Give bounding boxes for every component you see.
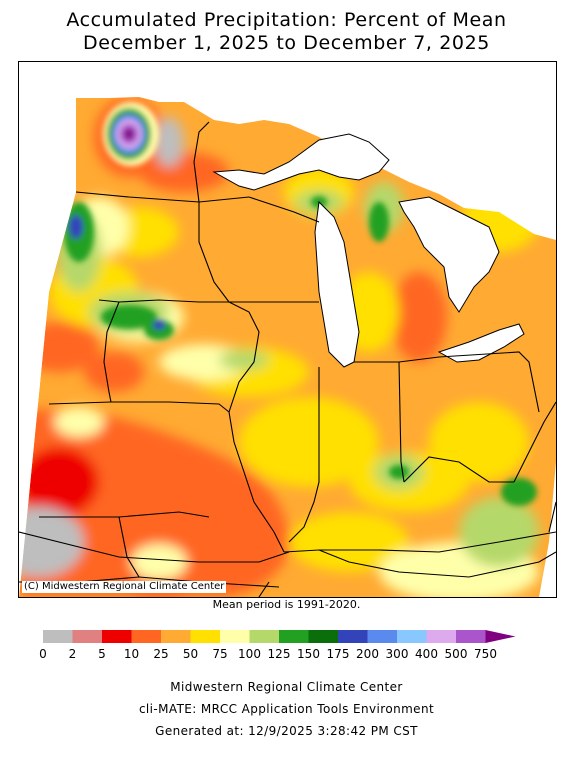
footer-app: cli-MATE: MRCC Application Tools Environ…	[138, 702, 435, 716]
legend-label: 500	[445, 647, 468, 661]
lake-shorelines	[212, 133, 525, 368]
legend-swatch	[367, 630, 397, 643]
legend-label: 75	[212, 647, 227, 661]
map-subtitle: December 1, 2025 to December 7, 2025	[83, 32, 490, 54]
legend-swatch	[426, 630, 456, 643]
outside-area	[19, 62, 556, 597]
legend-swatch	[131, 630, 161, 643]
legend-swatch	[456, 630, 486, 643]
precipitation-map	[18, 61, 557, 598]
legend-label: 2	[69, 647, 77, 661]
legend-label: 5	[98, 647, 106, 661]
legend-label: 400	[415, 647, 438, 661]
legend-label: 300	[386, 647, 409, 661]
map-title: Accumulated Precipitation: Percent of Me…	[66, 9, 507, 31]
legend-swatch	[249, 630, 279, 643]
legend-swatch	[43, 630, 73, 643]
legend-label: 750	[474, 647, 497, 661]
color-legend: 0 2 5 10 25 50 75 100 125 150 175 200 300 400 500 750	[39, 630, 516, 661]
legend-swatch	[279, 630, 309, 643]
legend-label: 100	[238, 647, 261, 661]
footer-org: Midwestern Regional Climate Center	[170, 680, 403, 694]
legend-label: 0	[39, 647, 47, 661]
map-credit: (C) Midwestern Regional Climate Center	[22, 581, 227, 593]
legend-swatch	[220, 630, 250, 643]
legend-swatch	[308, 630, 338, 643]
legend-label: 50	[183, 647, 198, 661]
legend-label: 125	[268, 647, 291, 661]
legend-swatch	[338, 630, 368, 643]
legend-label: 200	[356, 647, 379, 661]
legend-swatch-arrow	[485, 630, 516, 643]
legend-label: 150	[297, 647, 320, 661]
legend-label: 175	[327, 647, 350, 661]
legend-swatch	[72, 630, 102, 643]
footer-generated: Generated at: 12/9/2025 3:28:42 PM CST	[155, 724, 418, 738]
legend-label: 25	[153, 647, 168, 661]
legend-swatch	[397, 630, 427, 643]
legend-swatch	[190, 630, 220, 643]
legend-swatch	[161, 630, 191, 643]
legend-swatch	[102, 630, 132, 643]
mean-period-note: Mean period is 1991-2020.	[212, 598, 361, 611]
legend-label: 10	[124, 647, 139, 661]
